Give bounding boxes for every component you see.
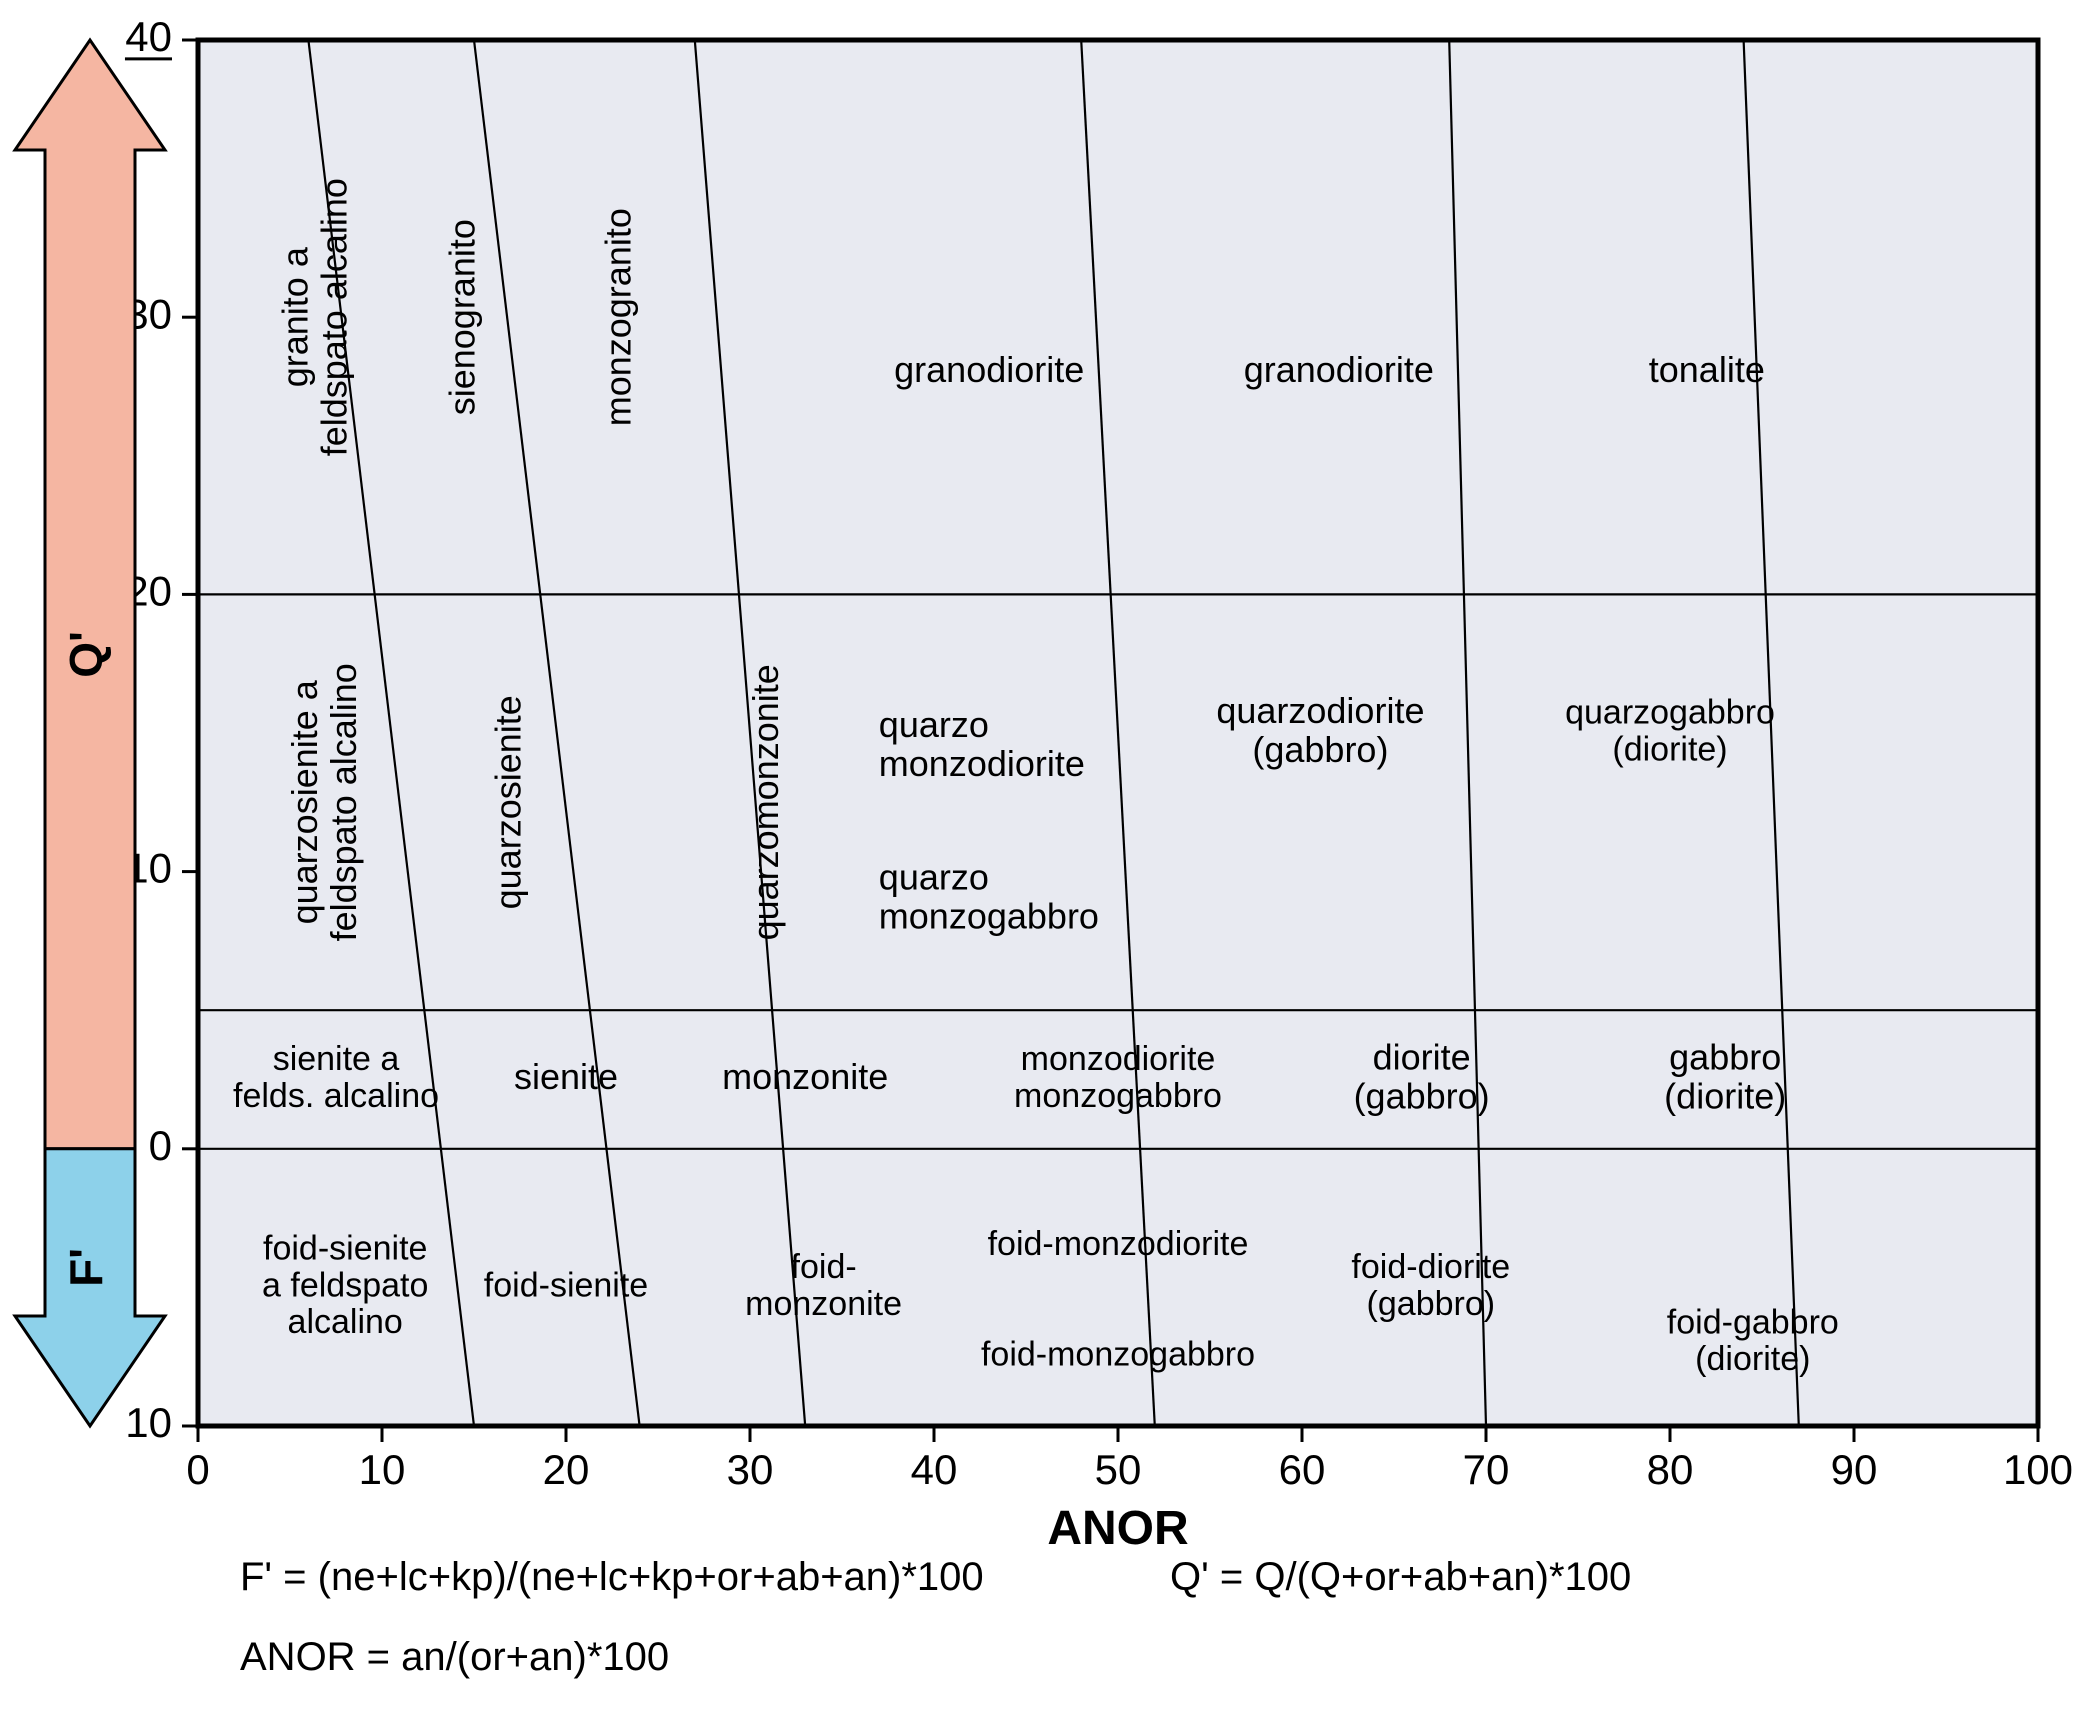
q-prime-label: Q' [60,631,112,678]
rock-field-label-line: (diorite) [1695,1340,1810,1378]
rock-field-label-line: quarzogabbro [1565,694,1775,732]
rock-field-label-line: feldspato alcalino [314,178,355,456]
rock-field-label-line: diorite [1373,1037,1471,1078]
rock-field-label-line: monzogabbro [1014,1077,1222,1115]
rock-field-label: quarzomonzonite [745,664,786,940]
rock-field-label-line: a feldspato [262,1266,428,1304]
rock-field-label-line: foid-sienite [263,1230,427,1268]
x-tick-label: 40 [911,1446,958,1493]
rock-field-label-line: foid- [791,1248,857,1286]
x-tick-label: 90 [1831,1446,1878,1493]
rock-field-label-line: foid-monzogabbro [981,1336,1255,1374]
x-axis-title: ANOR [1047,1502,1188,1555]
rock-field-label: sienogranito [441,219,482,415]
rock-field-label-line: monzodiorite [1021,1040,1216,1078]
rock-field-label-line: monzonite [722,1056,888,1097]
rock-field-label: foid-sienite [484,1266,648,1304]
x-tick-label: 0 [186,1446,209,1493]
x-tick-label: 80 [1647,1446,1694,1493]
rock-field-label-line: sienogranito [441,219,482,415]
rock-field-label: foid-diorite(gabbro) [1351,1248,1510,1323]
x-tick-label: 30 [727,1446,774,1493]
rock-field-label-line: foid-gabbro [1667,1303,1839,1341]
rock-field-label-line: feldspato alcalino [323,663,364,941]
rock-field-label-line: gabbro [1669,1037,1781,1078]
rock-field-label: foid-monzogabbro [981,1336,1255,1374]
y-tick-label: 0 [149,1122,172,1169]
rock-field-label-line: foid-sienite [484,1266,648,1304]
rock-field-label-line: sienite a [273,1040,400,1078]
x-tick-label: 50 [1095,1446,1142,1493]
classification-diagram: 403020100100102030405060708090100ANORgra… [125,13,2073,1555]
rock-field-label-line: quarzo [879,704,989,745]
rock-field-label-line: quarzosienite [487,695,528,909]
rock-field-label: quarzosienite [487,695,528,909]
rock-field-label-line: foid-monzodiorite [988,1225,1249,1263]
rock-field-label-line: monzogranito [598,208,639,426]
rock-field-label: diorite(gabbro) [1354,1037,1490,1117]
formula-f-prime: F' = (ne+lc+kp)/(ne+lc+kp+or+ab+an)*100 [240,1555,984,1599]
y-tick-label: 40 [125,13,172,60]
rock-field-label-line: monzonite [745,1285,902,1323]
rock-field-label: quarzosienite afeldspato alcalino [284,663,364,941]
rock-field-label: gabbro(diorite) [1664,1037,1786,1117]
rock-field-label-line: sienite [514,1056,618,1097]
rock-field-label-line: (diorite) [1664,1075,1786,1116]
f-prime-label: F' [60,1248,112,1287]
rock-field-label: foid-monzodiorite [988,1225,1249,1263]
rock-field-label: granodiorite [894,349,1084,390]
rock-field-label-line: (diorite) [1612,730,1727,768]
x-tick-label: 70 [1463,1446,1510,1493]
x-tick-label: 100 [2003,1446,2073,1493]
rock-field-label: monzogranito [598,208,639,426]
formula-q-prime: Q' = Q/(Q+or+ab+an)*100 [1170,1555,1631,1599]
rock-field-label-line: quarzosienite a [284,679,325,924]
rock-field-label-line: alcalino [288,1303,403,1341]
rock-field-label: monzonite [722,1056,888,1097]
rock-field-label: granodiorite [1244,349,1434,390]
rock-field-label-line: granodiorite [894,349,1084,390]
rock-field-label-line: felds. alcalino [233,1077,439,1115]
x-tick-label: 10 [359,1446,406,1493]
rock-field-label-line: granodiorite [1244,349,1434,390]
rock-field-label-line: quarzomonzonite [745,664,786,940]
rock-field-label-line: monzogabbro [879,895,1099,936]
rock-field-label-line: granito a [275,246,316,387]
rock-field-label-line: tonalite [1649,349,1765,390]
y-tick-label: 10 [125,1399,172,1446]
rock-field-label: tonalite [1649,349,1765,390]
rock-field-label-line: quarzo [879,856,989,897]
rock-field-label-line: (gabbro) [1354,1075,1490,1116]
rock-field-label: sienite [514,1056,618,1097]
rock-field-label-line: quarzodiorite [1216,690,1424,731]
rock-field-label-line: (gabbro) [1252,729,1388,770]
rock-field-label: monzodioritemonzogabbro [1014,1040,1222,1115]
x-tick-label: 20 [543,1446,590,1493]
x-tick-label: 60 [1279,1446,1326,1493]
rock-field-label-line: monzodiorite [879,743,1085,784]
rock-field-label-line: foid-diorite [1351,1248,1510,1286]
formula-anor: ANOR = an/(or+an)*100 [240,1635,669,1679]
rock-field-label-line: (gabbro) [1367,1285,1496,1323]
